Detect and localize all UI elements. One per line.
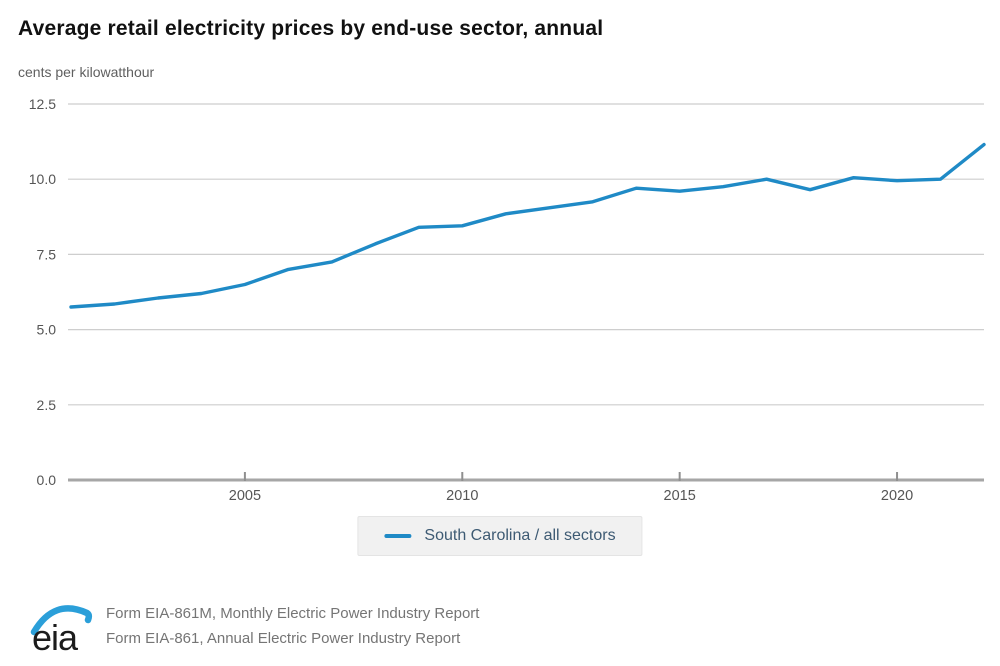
legend-line-swatch [384, 534, 412, 538]
series-line-south-carolina-all-sectors [69, 142, 986, 309]
eia-logo: eia [30, 596, 96, 656]
source-attribution: Form EIA-861M, Monthly Electric Power In… [106, 601, 479, 651]
y-tick-label: 5.0 [37, 322, 57, 338]
y-tick-label: 7.5 [37, 246, 57, 262]
y-axis-unit-label: cents per kilowatthour [18, 64, 155, 80]
line-chart-plot-area: 0.0 2.5 5.0 7.5 10.0 12.5 2005 2010 2015 2020 [29, 96, 986, 504]
chart-title: Average retail electricity prices by end… [18, 17, 604, 40]
y-tick-label: 12.5 [29, 96, 56, 112]
source-line-1: Form EIA-861M, Monthly Electric Power In… [106, 605, 480, 622]
eia-logo-text: eia [32, 617, 78, 658]
eia-logo-arc-icon [30, 605, 93, 636]
x-tick-label: 2005 [229, 488, 261, 504]
footer: eia Form EIA-861M, Monthly Electric Powe… [30, 596, 479, 656]
y-tick-label: 10.0 [29, 171, 56, 187]
source-line-2: Form EIA-861, Annual Electric Power Indu… [106, 630, 461, 647]
y-tick-label: 0.0 [37, 472, 57, 488]
legend-label: South Carolina / all sectors [424, 527, 616, 544]
x-tick-label: 2010 [446, 488, 478, 504]
x-tick-label: 2015 [664, 488, 696, 504]
legend[interactable]: South Carolina / all sectors [357, 516, 643, 556]
y-tick-label: 2.5 [37, 397, 57, 413]
x-tick-label: 2020 [881, 488, 913, 504]
